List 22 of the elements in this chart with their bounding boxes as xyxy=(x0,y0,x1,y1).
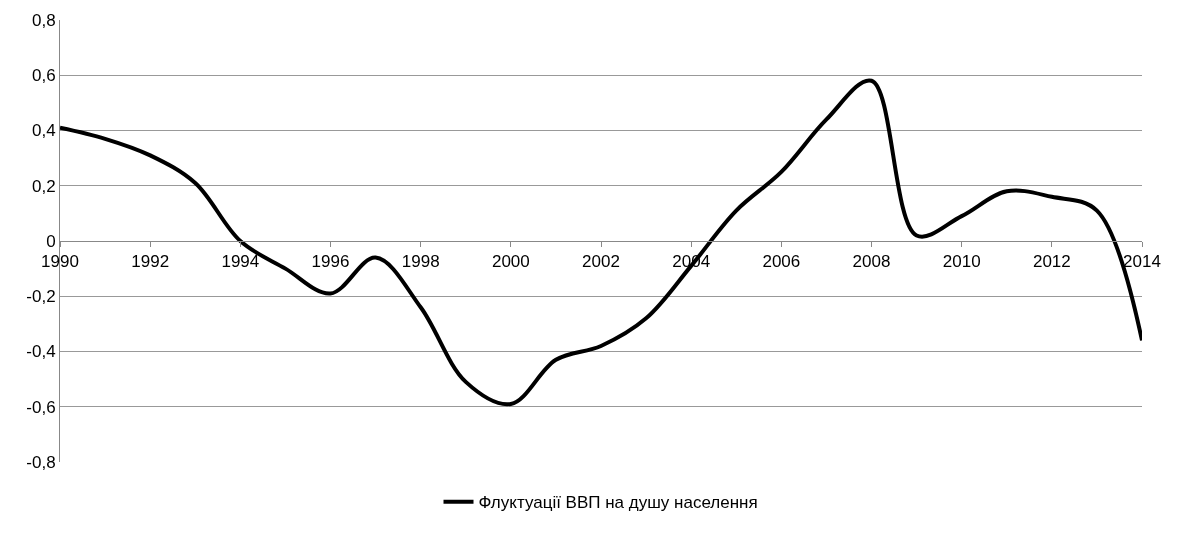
y-tick-label: -0,2 xyxy=(26,287,56,307)
y-tick-label: -0,4 xyxy=(26,342,56,362)
y-tick-label: 0,2 xyxy=(31,176,56,196)
y-tick-label: 0,8 xyxy=(31,10,56,30)
x-tick-label: 2000 xyxy=(491,252,530,272)
y-tick-label: -0,6 xyxy=(26,397,56,417)
y-tick-label: 0,6 xyxy=(31,66,56,86)
x-tick-label: 1996 xyxy=(311,252,350,272)
x-tick-label: 2002 xyxy=(582,252,620,272)
x-tick-label: 1990 xyxy=(41,252,79,272)
x-tick-label: 2006 xyxy=(762,252,801,272)
legend-label: Флуктуації ВВП на душу населення xyxy=(478,493,758,513)
x-tick-label: 2008 xyxy=(852,252,891,272)
y-tick-label: -0,8 xyxy=(26,452,56,472)
x-tick-label: 1992 xyxy=(131,252,170,272)
x-tick-label: 2010 xyxy=(942,252,981,272)
x-tick-label: 1994 xyxy=(221,252,260,272)
y-tick-label: 0,4 xyxy=(31,121,56,141)
y-tick-label: 0 xyxy=(46,231,56,251)
x-tick-label: 1998 xyxy=(401,252,440,272)
x-tick-label: 2014 xyxy=(1123,252,1161,272)
x-tick-label: 2012 xyxy=(1032,252,1071,272)
